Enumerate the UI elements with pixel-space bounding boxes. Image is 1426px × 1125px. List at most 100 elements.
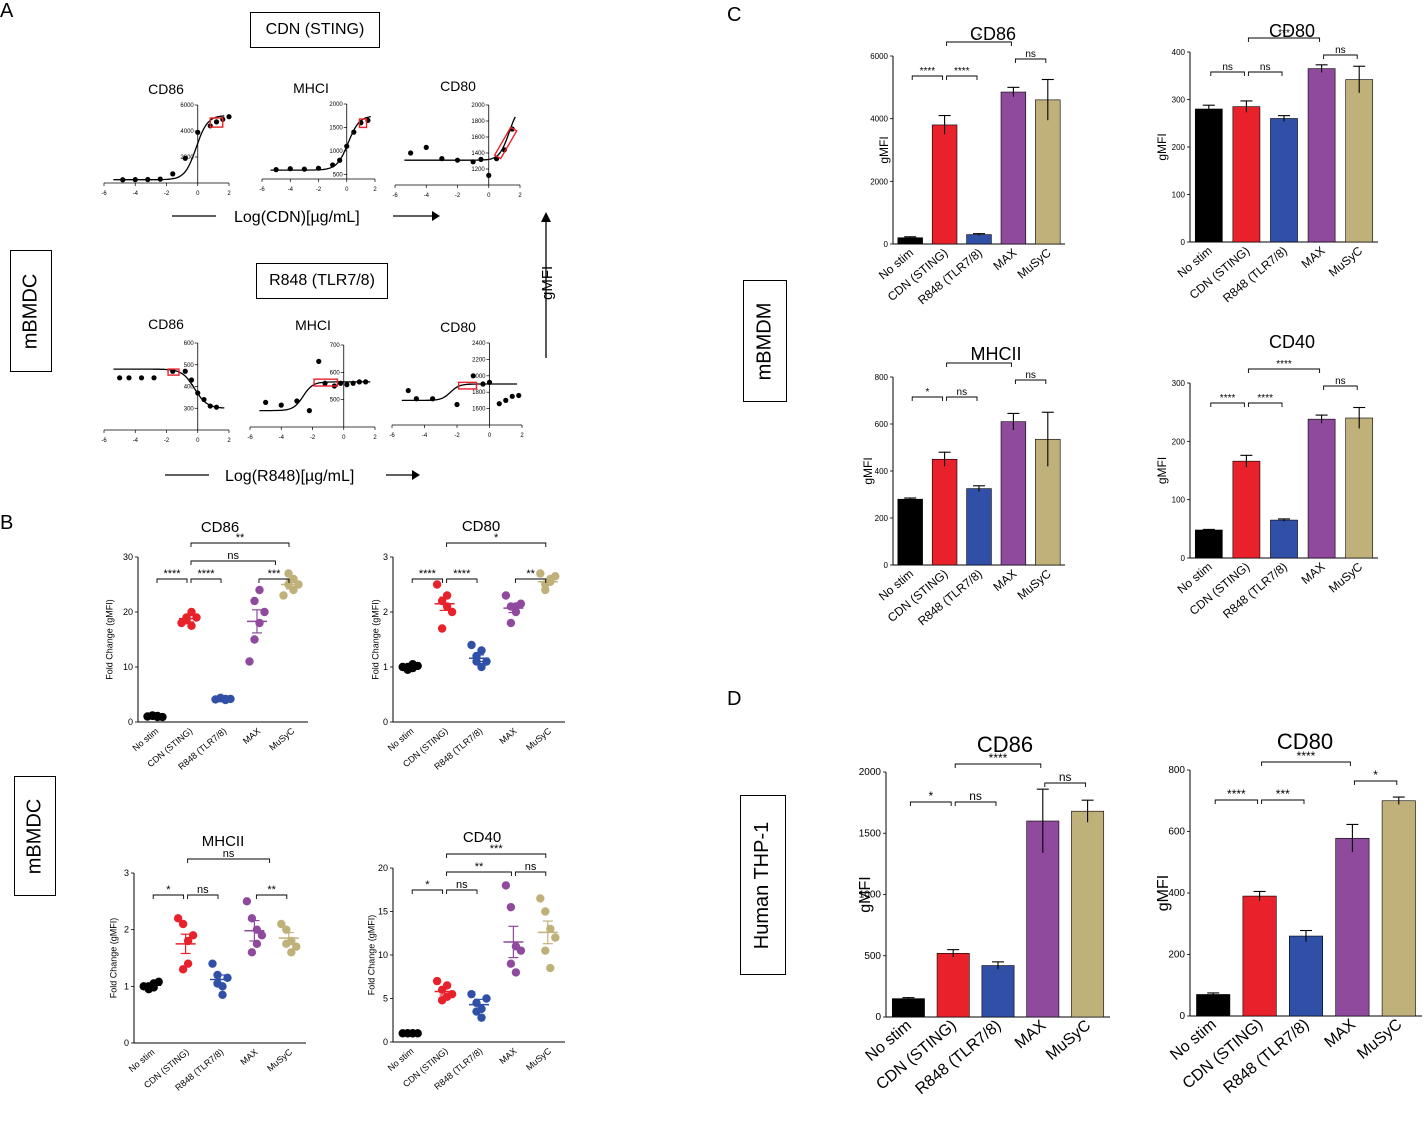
y-tick-label: 20	[378, 863, 388, 873]
chart-title: CD80	[1269, 21, 1315, 41]
significance-label: ****	[1257, 393, 1273, 404]
x-category-label: No stim	[130, 726, 160, 753]
significance-label: ns	[1222, 62, 1233, 73]
y-tick-label: 2000	[472, 374, 486, 380]
significance-label: ns	[1335, 376, 1346, 387]
x-category-label: MuSyC	[1354, 1016, 1405, 1063]
bar	[1194, 108, 1223, 243]
data-point	[350, 380, 356, 386]
significance-label: ****	[1227, 787, 1246, 801]
data-point	[287, 166, 293, 172]
significance-bracket	[1210, 71, 1245, 76]
y-tick-label: 0	[124, 1038, 129, 1048]
x-tick-label: 0	[487, 193, 491, 199]
x-tick-label: -6	[389, 433, 395, 439]
data-point	[344, 143, 350, 149]
data-point	[454, 157, 461, 163]
data-point	[126, 375, 132, 381]
data-point	[226, 114, 232, 120]
data-point	[338, 380, 344, 386]
y-tick-label: 2	[124, 925, 129, 935]
significance-label: ns	[1059, 770, 1072, 784]
data-point	[501, 591, 511, 600]
data-point	[363, 379, 369, 385]
data-point	[408, 150, 414, 156]
data-point	[413, 661, 422, 671]
data-point	[541, 907, 550, 916]
data-point	[478, 156, 484, 162]
data-point	[509, 393, 515, 399]
data-point	[182, 155, 188, 161]
x-category-label: MAX	[1321, 1016, 1359, 1052]
x-tick-label: 0	[196, 191, 200, 197]
x-tick-label: 2	[227, 191, 231, 197]
data-point	[330, 162, 336, 168]
data-point	[257, 931, 267, 940]
y-tick-label: 0	[1181, 238, 1186, 247]
x-category-label: No stim	[386, 1046, 416, 1073]
y-tick-label: 2000	[471, 103, 485, 109]
y-tick-label: 3	[383, 552, 388, 562]
y-tick-label: 5	[383, 994, 388, 1004]
data-point	[536, 569, 545, 578]
significance-bracket	[190, 560, 276, 565]
bar	[1335, 837, 1370, 1017]
y-tick-label: 1000	[329, 149, 343, 155]
r848-box: R848 (TLR7/8)	[256, 263, 388, 299]
bar	[1194, 529, 1223, 559]
bar	[1035, 99, 1061, 245]
x-tick-label: 0	[342, 435, 346, 441]
fit-curve	[113, 115, 225, 181]
significance-label: ****	[197, 568, 215, 580]
chart-title: CD86	[977, 732, 1033, 757]
y-tick-label: 600	[184, 341, 195, 347]
data-point	[506, 959, 516, 968]
panel-letter-a: A	[0, 0, 14, 22]
y-tick-label: 4000	[180, 129, 194, 135]
y-axis-label: Fold Change (gMFI)	[105, 599, 115, 680]
x-category-label: MAX	[1012, 1017, 1050, 1053]
y-tick-label: 0	[884, 240, 889, 249]
significance-bracket	[1353, 780, 1398, 785]
bar	[891, 998, 925, 1018]
y-tick-label: 1500	[859, 828, 882, 839]
bar	[1232, 106, 1261, 243]
y-tick-label: 3	[124, 868, 129, 878]
data-point	[506, 618, 516, 628]
significance-bracket	[446, 871, 512, 876]
significance-label: ns	[227, 550, 239, 562]
x-category-label: MuSyC	[267, 726, 296, 753]
y-tick-label: 0	[128, 717, 133, 727]
data-point	[263, 399, 269, 405]
chart-a_cdn_cd86: CD86-6-4-202200040006000	[101, 81, 232, 197]
data-point	[117, 375, 123, 381]
significance-bracket	[1247, 368, 1321, 373]
x-category-label: No stim	[386, 726, 416, 753]
data-point	[454, 401, 460, 408]
y-tick-label: 100	[1172, 496, 1186, 505]
y-tick-label: 500	[333, 172, 344, 178]
data-point	[213, 119, 220, 125]
significance-label: ns	[456, 879, 468, 891]
data-point	[284, 569, 293, 578]
x-tick-label: -2	[455, 193, 461, 199]
data-point	[120, 177, 126, 183]
significance-label: ns	[1260, 62, 1271, 73]
data-point	[432, 976, 442, 986]
marker-box	[313, 378, 339, 387]
data-point	[250, 596, 259, 606]
data-point	[208, 959, 217, 968]
significance-label: **	[267, 884, 276, 896]
significance-bracket	[946, 362, 1012, 367]
data-point	[183, 959, 193, 968]
significance-label: ns	[1335, 45, 1346, 56]
data-point	[282, 925, 291, 934]
data-point	[145, 176, 151, 183]
fit-curve	[401, 383, 518, 402]
bar	[931, 124, 958, 245]
data-point	[337, 157, 343, 163]
